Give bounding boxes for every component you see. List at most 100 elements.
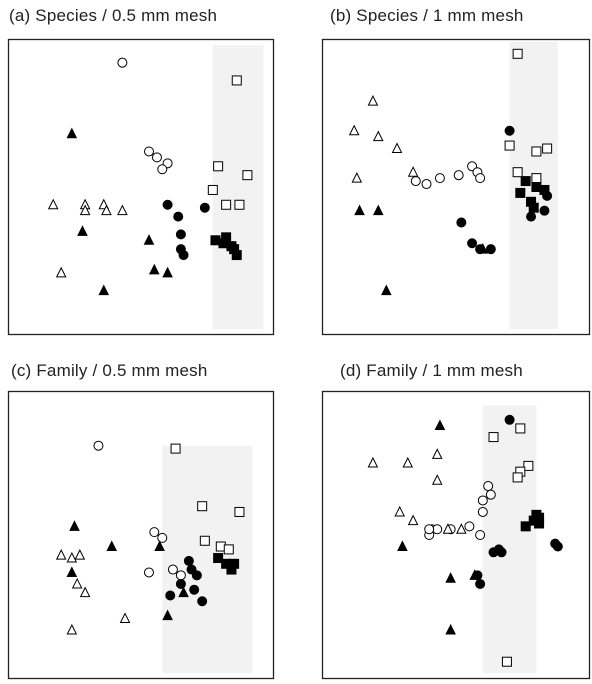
- filled-triangle-point: [69, 520, 80, 531]
- filled-triangle-point: [143, 234, 155, 245]
- filled-triangle-point: [66, 566, 78, 577]
- filled-square-point: [520, 176, 531, 187]
- filled-circle-point: [467, 238, 478, 249]
- shaded-band: [162, 445, 253, 674]
- shaded-band: [482, 405, 537, 674]
- panel-b-title: (b) Species / 1 mm mesh: [330, 6, 524, 25]
- panel-a-title: (a) Species / 0.5 mm mesh: [9, 6, 218, 25]
- open-circle-point: [410, 176, 421, 187]
- filled-circle-point: [178, 250, 189, 261]
- open-square-point: [501, 656, 512, 667]
- filled-triangle-point: [381, 284, 392, 296]
- filled-circle-point: [456, 217, 467, 228]
- panel-d-plot: [321, 390, 591, 680]
- filled-circle-point: [552, 541, 563, 552]
- filled-triangle-point: [372, 204, 384, 216]
- open-square-point: [504, 140, 515, 151]
- open-circle-point: [434, 173, 445, 184]
- filled-triangle-point: [445, 572, 456, 583]
- panel-c-plot: [7, 390, 275, 680]
- panel-a-plot: [7, 38, 275, 336]
- filled-circle-point: [493, 544, 504, 555]
- filled-circle-point: [197, 596, 208, 607]
- open-circle-point: [421, 179, 432, 190]
- filled-triangle-point: [77, 225, 88, 236]
- open-circle-point: [117, 57, 128, 68]
- filled-square-point: [520, 521, 531, 532]
- filled-circle-point: [173, 211, 184, 222]
- open-circle-point: [175, 570, 186, 581]
- open-square-point: [207, 184, 218, 195]
- open-square-point: [512, 48, 523, 59]
- open-circle-point: [93, 440, 104, 451]
- open-triangle-point: [117, 204, 128, 216]
- filled-triangle-point: [434, 419, 446, 431]
- open-triangle-point: [431, 448, 443, 459]
- open-circle-point: [485, 489, 496, 500]
- filled-circle-point: [504, 414, 515, 425]
- filled-circle-point: [191, 570, 202, 581]
- open-circle-point: [167, 564, 178, 575]
- filled-square-point: [528, 202, 539, 213]
- shaded-band: [212, 44, 264, 330]
- open-triangle-point: [79, 204, 91, 216]
- open-square-point: [199, 535, 210, 546]
- filled-circle-point: [475, 578, 486, 589]
- filled-circle-point: [175, 229, 186, 240]
- filled-circle-point: [504, 125, 515, 136]
- panel-d-title: (d) Family / 1 mm mesh: [340, 361, 523, 380]
- filled-triangle-point: [354, 204, 365, 216]
- open-square-point: [197, 501, 208, 512]
- panel-c-title: (c) Family / 0.5 mm mesh: [11, 361, 208, 380]
- open-triangle-point: [47, 198, 59, 210]
- filled-circle-point: [485, 244, 496, 255]
- open-square-point: [531, 146, 542, 157]
- open-triangle-point: [431, 474, 443, 485]
- filled-triangle-point: [106, 540, 118, 552]
- open-triangle-point: [367, 95, 379, 106]
- filled-triangle-point: [178, 586, 189, 598]
- open-triangle-point: [391, 142, 403, 154]
- filled-triangle-point: [154, 540, 165, 552]
- open-triangle-point: [367, 456, 379, 468]
- open-triangle-point: [394, 505, 406, 517]
- open-square-point: [213, 161, 224, 172]
- filled-circle-point: [189, 584, 200, 595]
- open-triangle-point: [74, 549, 86, 560]
- open-square-point: [515, 423, 526, 434]
- open-square-point: [531, 173, 542, 184]
- filled-circle-point: [165, 590, 176, 601]
- open-square-point: [512, 472, 523, 483]
- open-triangle-point: [407, 514, 419, 526]
- filled-square-point: [515, 187, 526, 198]
- open-triangle-point: [351, 172, 363, 183]
- open-triangle-point: [79, 586, 91, 598]
- open-circle-point: [157, 164, 168, 175]
- filled-triangle-point: [98, 284, 110, 296]
- open-square-point: [512, 167, 523, 178]
- open-triangle-point: [407, 166, 419, 177]
- open-triangle-point: [402, 456, 414, 468]
- open-triangle-point: [456, 523, 467, 534]
- open-square-point: [242, 170, 253, 181]
- filled-triangle-point: [66, 127, 78, 139]
- open-triangle-point: [119, 612, 131, 624]
- open-triangle-point: [372, 130, 384, 142]
- open-triangle-point: [66, 551, 78, 563]
- filled-circle-point: [183, 555, 194, 566]
- filled-triangle-point: [477, 243, 489, 254]
- filled-circle-point: [175, 578, 186, 589]
- open-square-point: [542, 143, 553, 154]
- filled-triangle-point: [162, 266, 173, 278]
- filled-triangle-point: [162, 609, 173, 621]
- filled-square-point: [213, 553, 224, 564]
- filled-square-point: [539, 184, 550, 195]
- filled-triangle-point: [397, 540, 408, 552]
- open-triangle-point: [101, 204, 112, 216]
- plot-frame: [7, 38, 275, 336]
- open-square-point: [523, 460, 534, 471]
- filled-circle-point: [526, 211, 537, 222]
- open-circle-point: [143, 146, 154, 157]
- open-triangle-point: [55, 266, 67, 278]
- plot-frame: [321, 38, 591, 336]
